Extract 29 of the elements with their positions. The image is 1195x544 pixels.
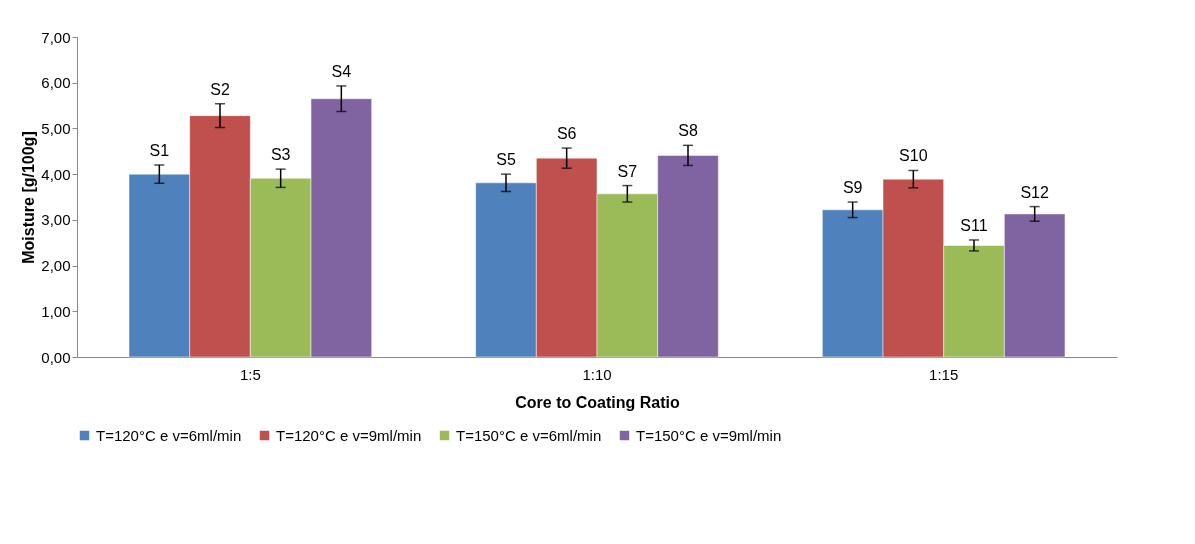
x-tick-label: 1:5 <box>239 365 261 383</box>
data-label: S7 <box>617 162 638 180</box>
y-tick-label: 4,00 <box>41 165 71 183</box>
y-tick-label: 5,00 <box>41 119 71 137</box>
legend-label: T=120°C e v=6ml/min <box>96 426 242 444</box>
data-label: S10 <box>899 147 928 165</box>
legend-label: T=150°C e v=6ml/min <box>456 426 602 444</box>
y-tick-label: 0,00 <box>41 348 71 366</box>
data-label: S12 <box>1020 183 1049 201</box>
data-label: S8 <box>678 122 698 140</box>
legend-label: T=150°C e v=9ml/min <box>636 426 782 444</box>
data-label: S9 <box>842 179 863 197</box>
data-label: S3 <box>270 146 291 164</box>
x-axis-title: Core to Coating Ratio <box>515 393 680 411</box>
x-tick-label: 1:15 <box>929 365 959 383</box>
x-tick-label: 1:10 <box>582 365 612 383</box>
y-tick-label: 1,00 <box>41 302 71 320</box>
data-label: S2 <box>210 80 230 98</box>
y-tick-label: 3,00 <box>41 211 71 229</box>
data-label: S1 <box>149 142 170 159</box>
y-tick-label: 7,00 <box>41 28 71 46</box>
y-tick-label: 6,00 <box>41 74 71 92</box>
data-label: S5 <box>496 151 516 169</box>
data-label: S6 <box>556 125 577 143</box>
legend-label: T=120°C e v=9ml/min <box>276 426 422 444</box>
data-label: S11 <box>960 216 988 234</box>
data-label: S4 <box>331 62 352 80</box>
y-tick-label: 2,00 <box>41 257 71 275</box>
y-axis-title: Moisture [g/100g] <box>20 131 38 264</box>
